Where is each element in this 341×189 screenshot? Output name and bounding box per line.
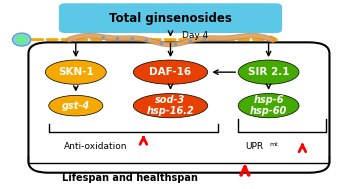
Text: hsp-6
hsp-60: hsp-6 hsp-60 — [250, 95, 287, 116]
Text: UPR: UPR — [245, 142, 263, 151]
Text: Day 4: Day 4 — [182, 31, 209, 40]
Ellipse shape — [238, 60, 299, 84]
Ellipse shape — [49, 95, 103, 116]
Text: Anti-oxidation: Anti-oxidation — [64, 142, 128, 151]
Text: SIR 2.1: SIR 2.1 — [248, 67, 289, 77]
Ellipse shape — [133, 60, 208, 84]
FancyBboxPatch shape — [59, 3, 282, 33]
Text: gst-4: gst-4 — [62, 101, 90, 111]
Text: SKN-1: SKN-1 — [58, 67, 94, 77]
Ellipse shape — [12, 33, 31, 46]
Ellipse shape — [133, 94, 208, 118]
FancyBboxPatch shape — [28, 42, 329, 173]
Text: Lifespan and healthspan: Lifespan and healthspan — [62, 173, 198, 183]
Ellipse shape — [16, 35, 27, 44]
Text: Total ginsenosides: Total ginsenosides — [109, 12, 232, 25]
Ellipse shape — [238, 94, 299, 118]
Ellipse shape — [45, 60, 106, 84]
Text: mt: mt — [269, 142, 278, 147]
Text: sod-3
hsp-16.2: sod-3 hsp-16.2 — [147, 95, 194, 116]
Text: DAF-16: DAF-16 — [149, 67, 192, 77]
